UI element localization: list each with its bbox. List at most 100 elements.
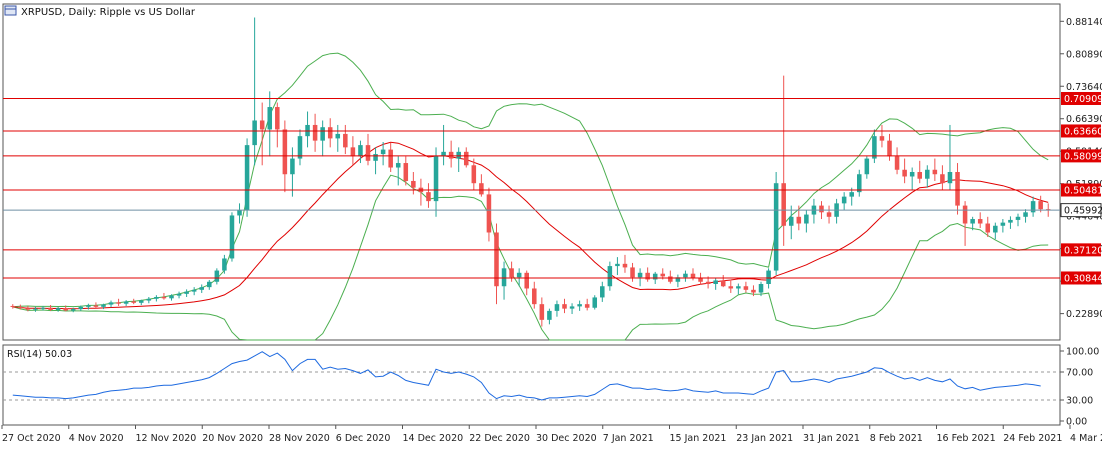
level-price-label: 0.50481 [1064, 186, 1102, 197]
candle-body [675, 277, 681, 282]
candle-body [758, 284, 764, 293]
candle-body [532, 288, 537, 305]
candle-body [365, 145, 371, 161]
candle-body [773, 183, 779, 271]
candle-body [1030, 201, 1036, 213]
x-tick-label: 24 Feb 2021 [1003, 433, 1062, 444]
candle-body [486, 194, 492, 233]
candle-body [237, 210, 242, 216]
candle-body [146, 298, 152, 301]
level-price-label: 0.63660 [1064, 126, 1102, 137]
candle-body [766, 270, 771, 284]
candle-body [698, 278, 703, 282]
candle-body [116, 302, 121, 304]
candle-body [932, 169, 938, 175]
candle-body [751, 289, 756, 293]
candle-body [660, 273, 666, 277]
candle-body [343, 133, 348, 148]
y-tick-label: 0.80890 [1066, 49, 1102, 60]
candle-body [683, 273, 688, 278]
current-price-label: 0.45992 [1064, 206, 1102, 217]
candle-body [448, 151, 454, 159]
y-tick-label: 0.66390 [1066, 114, 1102, 125]
candle-body [826, 212, 832, 217]
bollinger-lower-line [12, 174, 1049, 341]
level-price-label: 0.30844 [1064, 273, 1102, 284]
x-tick-label: 14 Dec 2020 [403, 433, 464, 444]
candle-body [584, 304, 590, 308]
candle-body [1015, 216, 1021, 220]
rsi-y-tick-label: 70.00 [1066, 368, 1093, 379]
x-tick-label: 30 Dec 2020 [536, 433, 597, 444]
candle-body [63, 308, 68, 311]
rsi-line [12, 351, 1041, 401]
candle-body [108, 302, 114, 305]
candle-body [925, 169, 930, 179]
chart-title: XRPUSD, Daily: Ripple vs US Dollar [21, 7, 196, 18]
candle-body [720, 280, 726, 287]
candle-body [441, 151, 446, 157]
candle-body [524, 272, 529, 289]
candle-body [282, 129, 288, 175]
candle-body [977, 219, 983, 224]
candle-body [955, 172, 960, 206]
candle-body [312, 124, 318, 141]
candle-body [33, 308, 38, 310]
candle-body [894, 156, 900, 170]
rsi-panel-frame [2, 344, 1061, 426]
x-tick-label: 22 Dec 2020 [469, 433, 530, 444]
candle-body [1000, 222, 1006, 226]
x-tick-label: 20 Nov 2020 [202, 433, 263, 444]
candle-body [736, 286, 741, 289]
candle-body [743, 286, 749, 290]
candle-body [902, 169, 907, 177]
x-tick-label: 31 Jan 2021 [803, 433, 860, 444]
candle-body [433, 156, 439, 202]
candle-body [494, 232, 499, 287]
candle-body [78, 306, 84, 310]
x-tick-label: 27 Oct 2020 [2, 433, 61, 444]
candle-body [373, 154, 378, 161]
x-tick-label: 12 Nov 2020 [136, 433, 197, 444]
candle-body [388, 149, 393, 168]
y-tick-label: 0.73640 [1066, 82, 1102, 93]
candle-body [403, 163, 409, 181]
candle-body [947, 172, 953, 184]
chart-window-icon-frame [4, 5, 17, 16]
candle-body [101, 304, 106, 307]
candle-body [184, 291, 189, 294]
x-tick-label: 4 Nov 2020 [69, 433, 124, 444]
candle-body [10, 305, 16, 307]
candle-body [229, 215, 235, 259]
candle-body [509, 268, 514, 278]
candle-body [18, 306, 23, 309]
candle-body [841, 196, 847, 204]
candle-body [985, 223, 991, 233]
level-price-tag [1061, 124, 1101, 138]
candle-body [1023, 212, 1028, 217]
candle-body [668, 276, 673, 282]
candle-body [962, 205, 968, 224]
level-price-tag [1061, 271, 1101, 285]
rsi-title: RSI(14) 50.03 [7, 349, 72, 360]
level-price-label: 0.37120 [1064, 245, 1102, 256]
candle-body [290, 158, 295, 175]
candle-body [637, 272, 643, 278]
candle-body [222, 258, 227, 271]
candle-body [887, 140, 892, 157]
candle-body [169, 295, 174, 299]
candle-body [970, 219, 975, 224]
candle-body [501, 268, 507, 287]
candle-body [207, 281, 212, 288]
candle-body [872, 136, 877, 159]
candle-body [857, 174, 862, 193]
candle-body [252, 120, 257, 146]
candle-body [539, 304, 545, 320]
candle-body [161, 296, 167, 299]
level-price-tag [1061, 183, 1101, 197]
candle-body [562, 304, 567, 309]
candle-body [713, 280, 718, 284]
x-tick-label: 15 Jan 2021 [670, 433, 727, 444]
candle-body [600, 286, 605, 298]
